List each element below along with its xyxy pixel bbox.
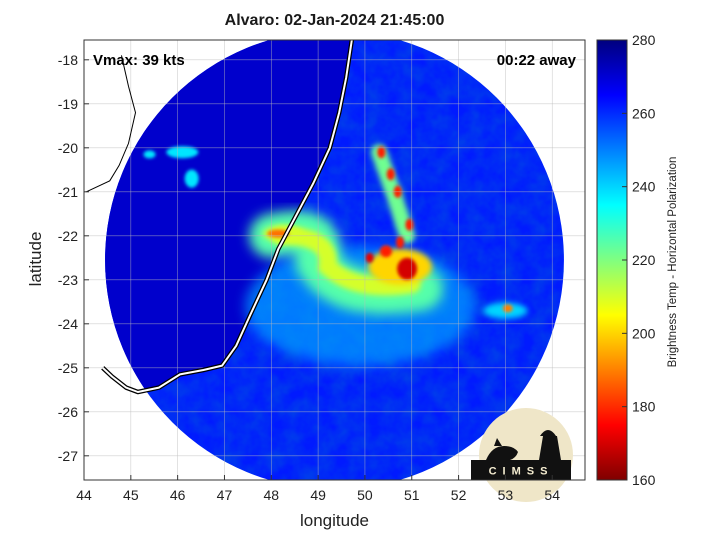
colorbar-tick-label: 280 <box>632 32 656 48</box>
x-tick-label: 53 <box>498 487 514 503</box>
plot-frame <box>83 39 586 481</box>
y-tick-label: -21 <box>58 184 78 200</box>
colorbar-tick-label: 260 <box>632 105 656 121</box>
band-cell <box>386 168 395 181</box>
coastline-inner <box>102 40 353 393</box>
x-axis-ticks: 44 45 46 47 48 49 50 51 52 53 54 <box>76 475 560 503</box>
y-tick-label: -27 <box>58 448 78 464</box>
coastline <box>86 40 355 395</box>
chart-title: Alvaro: 02-Jan-2024 21:45:00 <box>224 12 445 29</box>
x-tick-label: 54 <box>544 487 560 503</box>
land-patch <box>166 146 199 159</box>
logo-antenna-silhouette <box>486 438 518 460</box>
vmax-annotation: Vmax: 39 kts <box>93 52 185 69</box>
map-outline <box>86 55 137 193</box>
feature-land-highlights <box>143 146 199 188</box>
x-tick-label: 49 <box>310 487 326 503</box>
land-patch <box>143 150 156 159</box>
y-tick-label: -26 <box>58 404 78 420</box>
y-tick-label: -22 <box>58 228 78 244</box>
feature-deep-convection <box>365 245 433 285</box>
x-tick-label: 47 <box>217 487 233 503</box>
colorbar-tick-label: 240 <box>632 179 656 195</box>
x-tick-label: 48 <box>264 487 280 503</box>
colorbar-tick-label: 160 <box>632 472 656 488</box>
logo-text: CIMSS <box>489 466 554 478</box>
east-core <box>502 304 513 313</box>
land-fill <box>105 40 352 392</box>
x-tick-label: 50 <box>357 487 373 503</box>
colorbar-label: Brightness Temp - Horizontal Polarizatio… <box>667 156 679 368</box>
band-cell <box>377 146 386 159</box>
band-cell <box>405 218 414 231</box>
y-tick-label: -23 <box>58 272 78 288</box>
y-tick-label: -19 <box>58 96 78 112</box>
grid <box>84 40 585 480</box>
land-patch <box>184 169 199 188</box>
cimss-logo: CIMSS <box>471 408 573 502</box>
colorbar-ticks: 160 180 200 220 240 260 280 <box>622 32 656 488</box>
band-cell <box>396 236 405 249</box>
land-region <box>105 40 352 392</box>
y-tick-label: -18 <box>58 52 78 68</box>
y-tick-label: -24 <box>58 316 78 332</box>
colorbar-tick-label: 220 <box>632 252 656 268</box>
logo-tower-silhouette <box>539 430 561 460</box>
x-axis-label: longitude <box>299 511 369 530</box>
y-tick-label: -25 <box>58 360 78 376</box>
y-axis-label: latitude <box>26 231 45 287</box>
x-tick-label: 45 <box>123 487 139 503</box>
colorbar-tick-label: 180 <box>632 399 656 415</box>
y-axis-ticks: -18 -19 -20 -21 -22 -23 -24 -25 -26 -27 <box>58 52 89 464</box>
rain-band-core <box>271 226 421 296</box>
convection-cell <box>380 245 393 258</box>
x-tick-label: 44 <box>76 487 92 503</box>
convection-cell <box>365 252 374 263</box>
logo-banner <box>471 460 571 480</box>
convection-core <box>397 257 418 280</box>
x-tick-label: 51 <box>404 487 420 503</box>
time-away-annotation: 00:22 away <box>496 52 576 69</box>
y-tick-label: -20 <box>58 140 78 156</box>
x-tick-label: 46 <box>170 487 186 503</box>
colorbar-tick-label: 200 <box>632 325 656 341</box>
x-tick-label: 52 <box>451 487 467 503</box>
